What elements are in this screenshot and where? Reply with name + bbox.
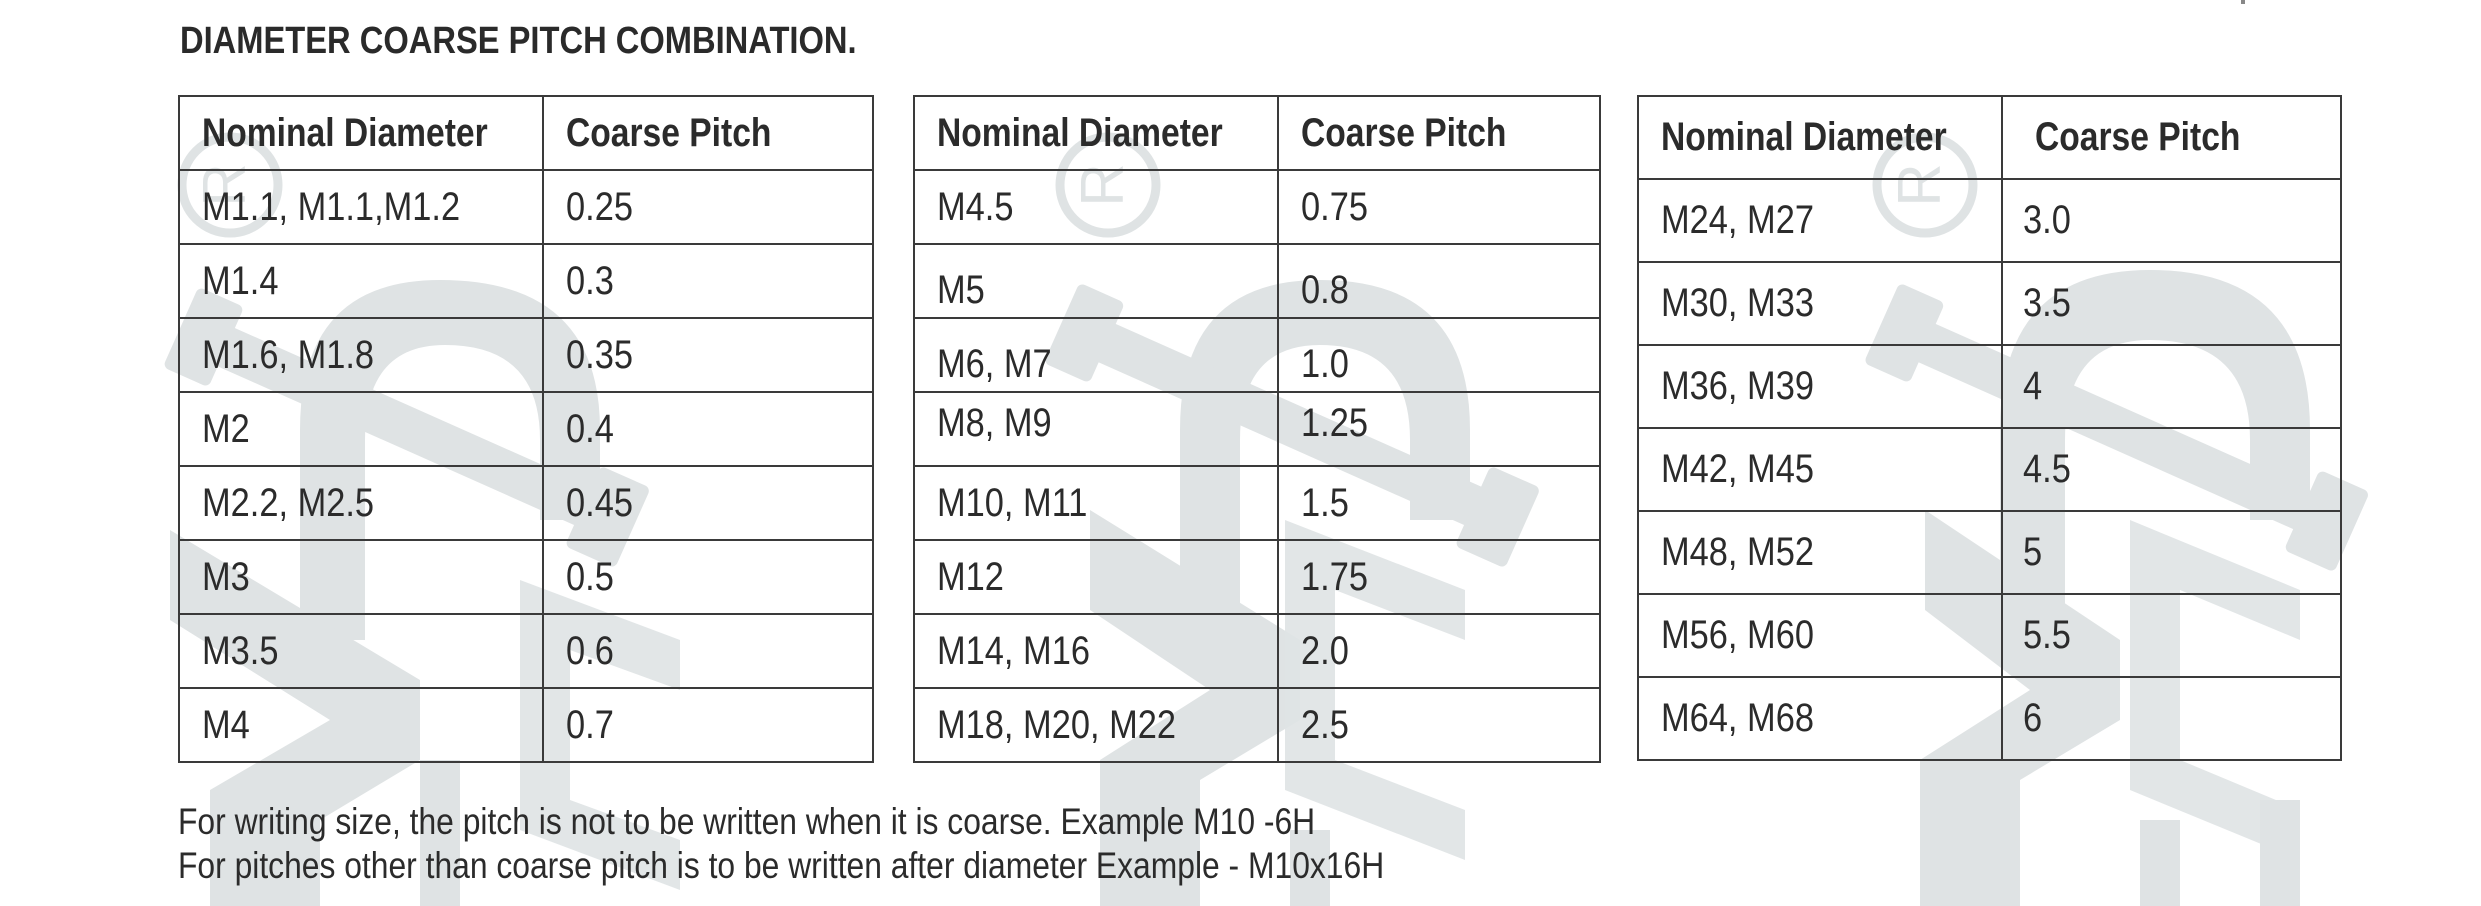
table-row: M3.5 0.6 bbox=[177, 613, 875, 689]
diameter-cell: M42, M45 bbox=[1636, 427, 2004, 512]
pitch-cell: 2.0 bbox=[1277, 613, 1602, 689]
table-row: M12 1.75 bbox=[912, 539, 1602, 615]
pitch-cell: 0.7 bbox=[542, 687, 875, 763]
table-row: M24, M27 3.0 bbox=[1636, 178, 2343, 263]
diameter-cell: M2.2, M2.5 bbox=[177, 465, 545, 541]
footnotes: For writing size, the pitch is not to be… bbox=[178, 800, 1581, 888]
pitch-cell: 1.25 bbox=[1277, 391, 1602, 467]
column-header-coarse-pitch: Coarse Pitch bbox=[1277, 95, 1602, 171]
table-row: M56, M60 5.5 bbox=[1636, 593, 2343, 678]
table-header-row: Nominal Diameter Coarse Pitch bbox=[177, 95, 875, 171]
pitch-cell: 3.0 bbox=[2001, 178, 2343, 263]
diameter-cell: M24, M27 bbox=[1636, 178, 2004, 263]
table-row: M42, M45 4.5 bbox=[1636, 427, 2343, 512]
pitch-cell: 3.5 bbox=[2001, 261, 2343, 346]
table-row: M6, M7 1.0 bbox=[912, 317, 1602, 393]
diameter-cell: M4.5 bbox=[912, 169, 1280, 245]
diameter-cell: M18, M20, M22 bbox=[912, 687, 1280, 763]
table-row: M1.1, M1.1,M1.2 0.25 bbox=[177, 169, 875, 245]
footnote-coarse-pitch: For writing size, the pitch is not to be… bbox=[178, 801, 1316, 842]
corner-artifact-mark bbox=[2241, 0, 2245, 4]
diameter-cell: M1.6, M1.8 bbox=[177, 317, 545, 393]
table-row: M10, M11 1.5 bbox=[912, 465, 1602, 541]
table-row: M1.6, M1.8 0.35 bbox=[177, 317, 875, 393]
diameter-cell: M1.1, M1.1,M1.2 bbox=[177, 169, 545, 245]
pitch-cell: 2.5 bbox=[1277, 687, 1602, 763]
column-header-coarse-pitch: Coarse Pitch bbox=[2001, 95, 2343, 180]
table-row: M64, M68 6 bbox=[1636, 676, 2343, 761]
table-row: M2 0.4 bbox=[177, 391, 875, 467]
pitch-cell: 0.45 bbox=[542, 465, 875, 541]
table-row: M48, M52 5 bbox=[1636, 510, 2343, 595]
column-header-coarse-pitch: Coarse Pitch bbox=[542, 95, 875, 171]
pitch-cell: 6 bbox=[2001, 676, 2343, 761]
table-header-row: Nominal Diameter Coarse Pitch bbox=[912, 95, 1602, 171]
pitch-cell: 0.5 bbox=[542, 539, 875, 615]
diameter-cell: M1.4 bbox=[177, 243, 545, 319]
diameter-cell: M48, M52 bbox=[1636, 510, 2004, 595]
diameter-cell: M10, M11 bbox=[912, 465, 1280, 541]
table-row: M14, M16 2.0 bbox=[912, 613, 1602, 689]
diameter-cell: M36, M39 bbox=[1636, 344, 2004, 429]
pitch-cell: 0.75 bbox=[1277, 169, 1602, 245]
diameter-cell: M6, M7 bbox=[912, 317, 1280, 393]
pitch-cell: 4 bbox=[2001, 344, 2343, 429]
pitch-cell: 0.6 bbox=[542, 613, 875, 689]
table-row: M8, M9 1.25 bbox=[912, 391, 1602, 467]
table-row: M3 0.5 bbox=[177, 539, 875, 615]
pitch-cell: 1.75 bbox=[1277, 539, 1602, 615]
diameter-cell: M5 bbox=[912, 243, 1280, 319]
diameter-cell: M3 bbox=[177, 539, 545, 615]
pitch-cell: 0.8 bbox=[1277, 243, 1602, 319]
table-header-row: Nominal Diameter Coarse Pitch bbox=[1636, 95, 2343, 180]
table-row: M2.2, M2.5 0.45 bbox=[177, 465, 875, 541]
diameter-cell: M2 bbox=[177, 391, 545, 467]
pitch-cell: 5 bbox=[2001, 510, 2343, 595]
table-row: M5 0.8 bbox=[912, 243, 1602, 319]
footnote-fine-pitch: For pitches other than coarse pitch is t… bbox=[178, 845, 1385, 886]
table-row: M36, M39 4 bbox=[1636, 344, 2343, 429]
diameter-cell: M64, M68 bbox=[1636, 676, 2004, 761]
diameter-cell: M12 bbox=[912, 539, 1280, 615]
page-title: DIAMETER COARSE PITCH COMBINATION. bbox=[180, 20, 857, 62]
column-header-nominal-diameter: Nominal Diameter bbox=[1636, 95, 2004, 180]
table-row: M18, M20, M22 2.5 bbox=[912, 687, 1602, 763]
table-row: M1.4 0.3 bbox=[177, 243, 875, 319]
pitch-cell: 4.5 bbox=[2001, 427, 2343, 512]
pitch-table-2: Nominal Diameter Coarse Pitch M4.5 0.75 M… bbox=[912, 95, 1602, 763]
diameter-cell: M30, M33 bbox=[1636, 261, 2004, 346]
pitch-cell: 0.3 bbox=[542, 243, 875, 319]
diameter-cell: M3.5 bbox=[177, 613, 545, 689]
pitch-cell: 5.5 bbox=[2001, 593, 2343, 678]
diameter-cell: M8, M9 bbox=[912, 391, 1280, 467]
pitch-cell: 0.4 bbox=[542, 391, 875, 467]
table-row: M4.5 0.75 bbox=[912, 169, 1602, 245]
column-header-nominal-diameter: Nominal Diameter bbox=[177, 95, 545, 171]
table-row: M4 0.7 bbox=[177, 687, 875, 763]
pitch-table-3: Nominal Diameter Coarse Pitch M24, M27 3.… bbox=[1636, 95, 2343, 761]
pitch-cell: 1.0 bbox=[1277, 317, 1602, 393]
diameter-cell: M14, M16 bbox=[912, 613, 1280, 689]
diameter-cell: M56, M60 bbox=[1636, 593, 2004, 678]
diameter-cell: M4 bbox=[177, 687, 545, 763]
pitch-cell: 0.35 bbox=[542, 317, 875, 393]
bar-shape bbox=[2140, 820, 2180, 906]
column-header-nominal-diameter: Nominal Diameter bbox=[912, 95, 1280, 171]
table-row: M30, M33 3.5 bbox=[1636, 261, 2343, 346]
pitch-cell: 1.5 bbox=[1277, 465, 1602, 541]
bar-shape bbox=[2260, 800, 2300, 906]
pitch-table-1: Nominal Diameter Coarse Pitch M1.1, M1.1… bbox=[177, 95, 875, 763]
pitch-cell: 0.25 bbox=[542, 169, 875, 245]
